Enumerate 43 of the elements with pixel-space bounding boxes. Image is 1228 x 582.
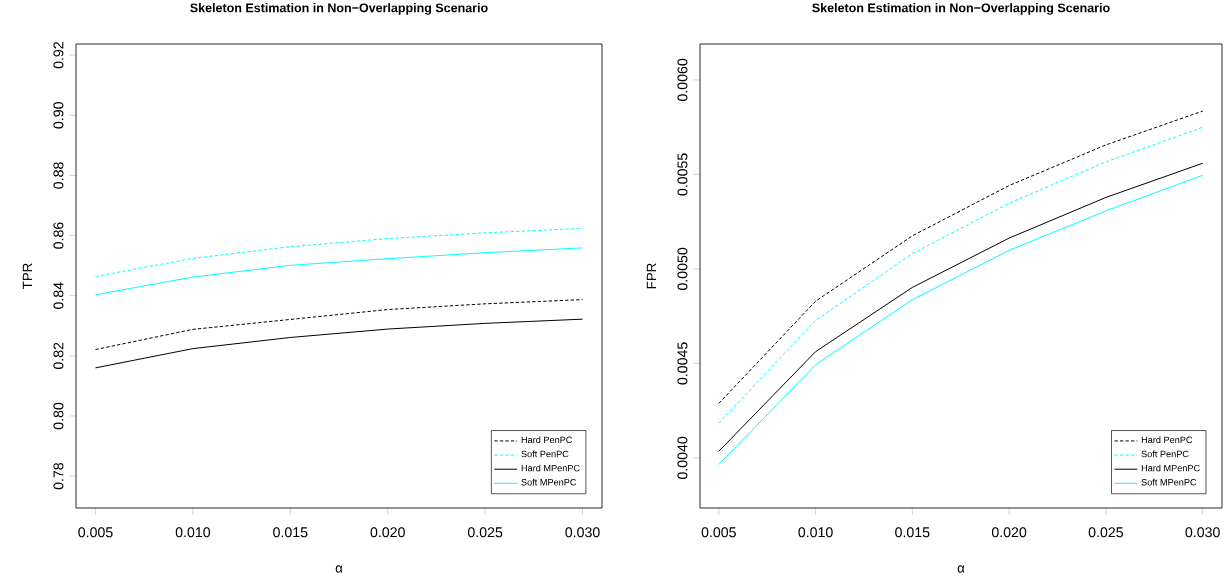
legend-label: Soft PenPC [1141,450,1189,458]
legend-label: Hard MPenPC [521,464,580,472]
chart-title: Skeleton Estimation in Non−Overlapping Scenario [812,3,1110,15]
y-tick-label: 0.86 [53,222,64,249]
x-tick-label: 0.015 [273,527,308,538]
x-tick-label: 0.030 [565,527,600,538]
x-tick-label: 0.010 [798,527,833,538]
x-tick-label: 0.025 [1088,527,1124,538]
y-tick-label: 0.0040 [677,436,688,480]
x-tick-label: 0.025 [467,527,503,538]
legend-label: Soft MPenPC [521,478,577,486]
y-tick-label: 0.82 [53,342,64,370]
x-tick-label: 0.020 [370,527,405,538]
line-series [94,299,584,351]
y-tick-label: 0.0050 [677,247,688,291]
y-tick-label: 0.0055 [677,153,688,196]
x-axis-title: α [335,565,343,573]
legend-label: Hard PenPC [521,436,573,444]
x-tick-label: 0.005 [78,527,113,538]
y-tick-label: 0.84 [53,282,64,309]
y-axis-title: TPR [22,263,32,290]
y-tick-label: 0.90 [53,102,64,129]
y-tick-label: 0.0060 [677,58,688,102]
line-series [94,318,584,369]
legend-label: Soft MPenPC [1141,478,1197,486]
x-tick-label: 0.005 [701,527,736,538]
legend-label: Hard PenPC [1141,436,1193,444]
x-tick-label: 0.015 [895,527,930,538]
x-tick-label: 0.030 [1185,527,1220,538]
y-tick-label: 0.92 [53,42,64,69]
y-tick-label: 0.80 [53,402,64,430]
y-axis-title: FPR [646,263,656,289]
line-series [94,247,584,296]
y-tick-label: 0.0045 [677,342,688,385]
chart-title: Skeleton Estimation in Non−Overlapping Scenario [190,3,488,15]
y-tick-label: 0.88 [53,162,64,189]
x-tick-label: 0.010 [175,527,211,538]
x-tick-label: 0.020 [991,527,1027,538]
line-series [94,227,584,277]
legend-label: Soft PenPC [521,450,569,458]
legend-label: Hard MPenPC [1141,464,1200,472]
y-tick-label: 0.78 [53,462,64,490]
x-axis-title: α [957,565,965,573]
